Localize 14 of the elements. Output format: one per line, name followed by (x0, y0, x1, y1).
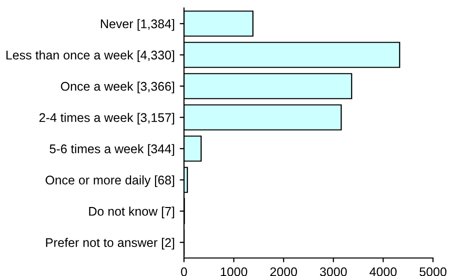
x-tick-label: 5000 (420, 267, 446, 276)
x-tick-label: 1000 (220, 267, 248, 276)
y-tick-label: Once or more daily [68] (46, 175, 174, 187)
y-tick-label: Once a week [3,366] (60, 82, 174, 94)
y-tick-label: 2-4 times a week [3,157] (39, 112, 174, 124)
y-tick-label: Prefer not to answer [2] (46, 238, 174, 250)
x-tick-label: 0 (181, 267, 187, 276)
y-tick-label: Never [1,384] (100, 19, 174, 31)
y-tick-label: 5-6 times a week [344] (50, 144, 174, 156)
y-tick-label: Less than once a week [4,330] (6, 50, 174, 62)
x-tick-label: 4000 (370, 267, 397, 276)
y-tick-label: Do not know [7] (89, 206, 174, 218)
x-tick-label: 3000 (320, 267, 347, 276)
x-tick-label: 2000 (270, 267, 298, 276)
